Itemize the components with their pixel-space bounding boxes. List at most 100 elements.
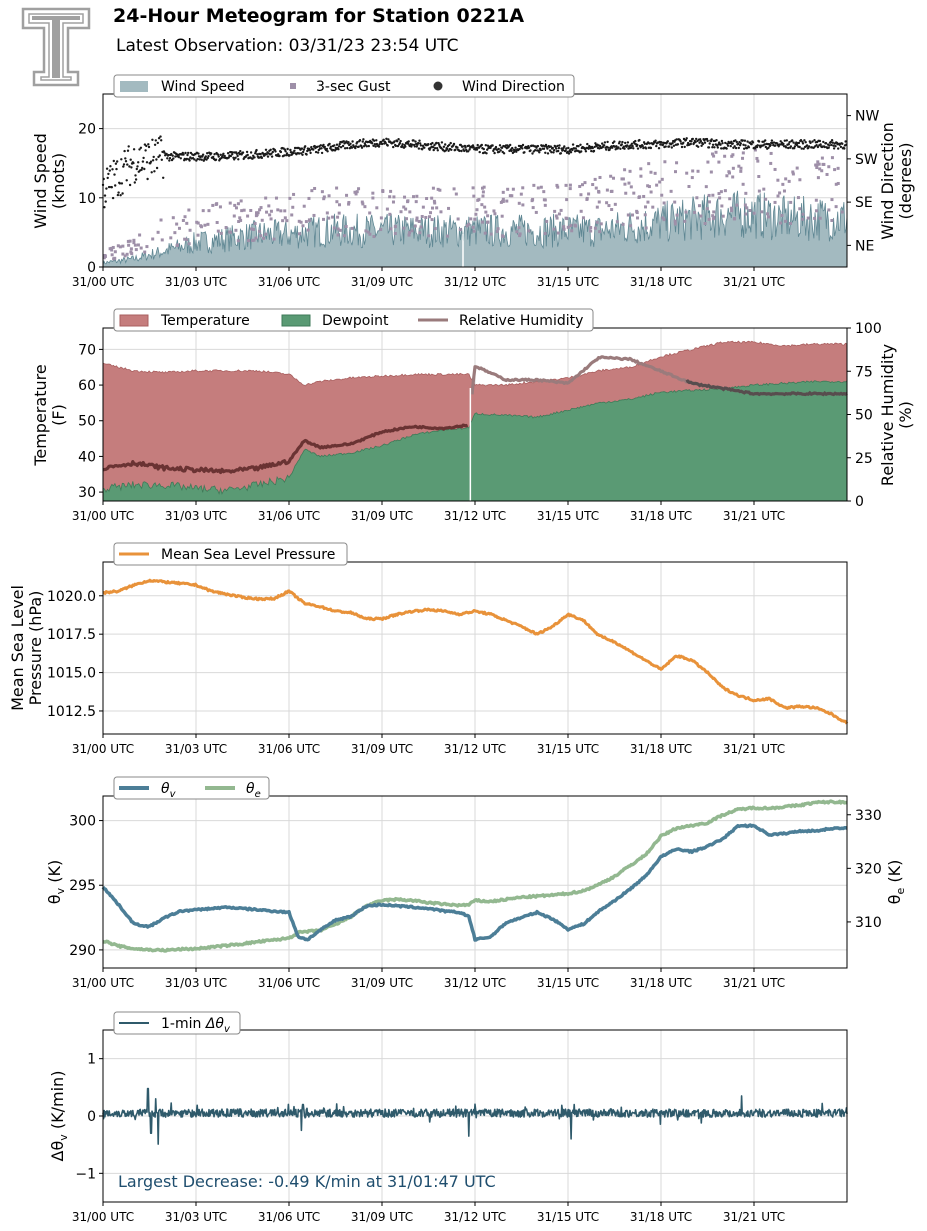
wind-direction-point	[293, 149, 296, 152]
wind-direction-point	[772, 141, 776, 144]
wind-direction-point	[751, 141, 755, 144]
gust-point	[360, 200, 364, 204]
wind-direction-point	[347, 141, 350, 144]
gust-point	[471, 225, 475, 229]
wind-direction-point	[800, 147, 803, 150]
wind-direction-point	[292, 151, 295, 155]
wind-direction-point	[803, 139, 806, 142]
wind-direction-point	[511, 146, 514, 150]
gust-point	[568, 183, 572, 187]
x-tick-label: 31/21 UTC	[723, 509, 785, 523]
wind-direction-point	[231, 151, 235, 154]
wind-direction-point	[685, 137, 688, 140]
gust-point	[720, 204, 724, 208]
wind-direction-point	[720, 147, 723, 150]
wind-direction-point	[444, 143, 447, 146]
wind-direction-point	[550, 151, 553, 154]
gust-point	[415, 218, 419, 222]
gust-point	[723, 154, 727, 158]
wind-direction-point	[805, 144, 809, 147]
gust-point	[420, 214, 424, 218]
wind-direction-point	[329, 145, 333, 148]
wind-direction-point	[711, 146, 714, 149]
wind-direction-point	[210, 152, 213, 155]
wind-direction-point	[229, 154, 232, 158]
wind-direction-point	[374, 145, 377, 148]
wind-direction-point	[213, 153, 216, 156]
wind-direction-point	[539, 148, 542, 152]
gust-point	[219, 231, 223, 235]
x-tick-label: 31/18 UTC	[630, 976, 692, 990]
wind-direction-point	[436, 149, 439, 152]
legend-box	[113, 74, 575, 98]
wind-direction-point	[139, 146, 143, 149]
wind-direction-point	[423, 146, 426, 149]
wind-direction-point	[620, 143, 623, 146]
gust-point	[821, 162, 825, 166]
wind-direction-point	[431, 141, 434, 145]
wind-direction-point	[711, 143, 715, 146]
wind-direction-point	[310, 146, 313, 149]
wind-direction-point	[813, 139, 816, 142]
wind-direction-point	[468, 148, 471, 151]
wind-direction-point	[222, 152, 225, 155]
gust-point	[661, 216, 665, 220]
gust-point	[816, 176, 820, 180]
gust-point	[609, 174, 613, 178]
gust-point	[562, 227, 566, 231]
wind-direction-point	[830, 139, 834, 142]
gust-point	[156, 230, 160, 234]
gust-point	[669, 189, 673, 193]
legend-label: Dewpoint	[322, 313, 389, 329]
gust-point	[795, 166, 799, 170]
gust-point	[789, 200, 793, 204]
gust-point	[207, 209, 211, 213]
wind-direction-point	[552, 149, 556, 152]
gust-point	[517, 201, 521, 205]
gust-point	[251, 227, 255, 231]
wind-direction-point	[843, 147, 846, 150]
wind-direction-point	[801, 142, 805, 145]
wind-direction-point	[724, 141, 727, 145]
gust-point	[695, 196, 699, 200]
gust-point	[815, 166, 819, 170]
gust-point	[597, 190, 601, 194]
wind-direction-point	[737, 146, 740, 150]
wind-direction-point	[619, 147, 622, 150]
gust-point	[254, 236, 258, 240]
gust-point	[735, 203, 739, 207]
wind-direction-point	[659, 143, 662, 146]
x-tick-label: 31/06 UTC	[258, 742, 320, 756]
gust-point	[599, 222, 603, 226]
gust-point	[160, 238, 164, 242]
gust-point	[364, 229, 368, 233]
gust-point	[388, 195, 392, 199]
gust-point	[181, 218, 185, 222]
gust-point	[438, 188, 442, 192]
gust-point	[556, 231, 560, 235]
gust-point	[393, 232, 397, 236]
wind-direction-point	[239, 150, 242, 153]
gust-point	[791, 172, 795, 176]
wind-direction-point	[617, 146, 620, 149]
wind-direction-point	[746, 140, 749, 143]
gust-point	[259, 206, 263, 210]
wind-direction-point	[124, 160, 128, 163]
gust-point	[143, 250, 147, 254]
wind-direction-point	[134, 174, 137, 177]
gust-point	[385, 207, 389, 211]
wind-direction-point	[832, 147, 836, 150]
wind-direction-point	[460, 149, 463, 153]
x-tick-label: 31/00 UTC	[72, 509, 134, 523]
gust-point	[629, 224, 633, 228]
gust-point	[402, 205, 406, 209]
gust-point	[481, 190, 485, 194]
wind-direction-point	[493, 151, 496, 155]
wind-direction-point	[182, 153, 185, 156]
wind-direction-point	[155, 166, 159, 170]
wind-direction-point	[811, 140, 814, 143]
gust-point	[357, 187, 361, 191]
wind-direction-point	[343, 147, 347, 150]
wind-direction-point	[559, 152, 563, 155]
wind-direction-point	[154, 139, 157, 142]
